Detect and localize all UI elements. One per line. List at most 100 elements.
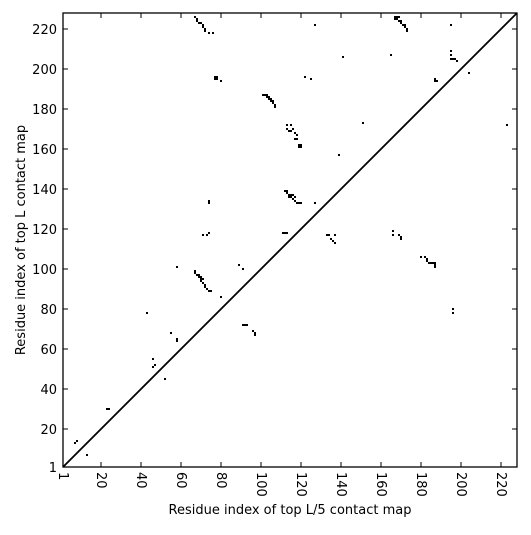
contact-point — [294, 200, 296, 202]
contact-point — [290, 130, 292, 132]
contact-point — [292, 128, 294, 130]
contact-point — [434, 264, 436, 266]
contact-point — [106, 408, 108, 410]
contact-point — [294, 138, 296, 140]
contact-point — [400, 22, 402, 24]
x-axis-label: Residue index of top L/5 contact map — [169, 503, 412, 518]
contact-point — [200, 280, 202, 282]
contact-point — [404, 26, 406, 28]
contact-point — [86, 454, 88, 456]
contact-point — [108, 408, 110, 410]
y-tick-label: 80 — [40, 303, 57, 318]
y-tick-label: 120 — [32, 223, 57, 238]
contact-point — [254, 332, 256, 334]
contact-point — [396, 16, 398, 18]
contact-point — [262, 94, 264, 96]
x-tick-label: 40 — [133, 472, 148, 489]
contact-point — [310, 78, 312, 80]
contact-point — [434, 266, 436, 268]
contact-point — [196, 18, 198, 20]
contact-point — [436, 80, 438, 82]
y-axis-label: Residue index of top L contact map — [14, 125, 29, 355]
contact-point — [420, 256, 422, 258]
contact-point — [338, 154, 340, 156]
x-tick-label: 140 — [333, 472, 348, 497]
contact-point — [214, 76, 216, 78]
contact-point — [176, 266, 178, 268]
contact-point — [434, 262, 436, 264]
contact-point — [196, 20, 198, 22]
contact-point — [274, 104, 276, 106]
contact-point — [400, 236, 402, 238]
contact-point — [398, 16, 400, 18]
contact-point — [76, 440, 78, 442]
contact-point — [146, 312, 148, 314]
contact-point — [206, 234, 208, 236]
contact-point — [506, 124, 508, 126]
contact-point — [202, 24, 204, 26]
contact-point — [242, 324, 244, 326]
y-tick-label: 160 — [32, 143, 57, 158]
contact-point — [450, 54, 452, 56]
contact-point — [204, 28, 206, 30]
contact-point — [300, 202, 302, 204]
contact-point — [294, 132, 296, 134]
contact-point — [154, 364, 156, 366]
contact-point — [326, 234, 328, 236]
contact-point — [266, 96, 268, 98]
contact-point — [208, 200, 210, 202]
contact-point — [198, 274, 200, 276]
contact-point — [398, 234, 400, 236]
y-tick-label: 40 — [40, 383, 57, 398]
contact-point — [176, 340, 178, 342]
y-tick-label: 200 — [32, 63, 57, 78]
contact-point — [298, 202, 300, 204]
contact-point — [300, 146, 302, 148]
contact-point — [314, 202, 316, 204]
contact-point — [394, 18, 396, 20]
contact-point — [204, 286, 206, 288]
contact-point — [200, 22, 202, 24]
contact-point — [152, 358, 154, 360]
x-tick-label: 100 — [253, 472, 268, 497]
contact-point — [400, 238, 402, 240]
contact-point — [426, 258, 428, 260]
plot-frame — [62, 12, 518, 468]
contact-point — [362, 122, 364, 124]
contact-point — [220, 296, 222, 298]
contact-point — [452, 58, 454, 60]
contact-point — [152, 366, 154, 368]
contact-point — [268, 98, 270, 100]
contact-point — [238, 264, 240, 266]
contact-point — [334, 242, 336, 244]
contact-point — [290, 196, 292, 198]
contact-point — [400, 20, 402, 22]
contact-point — [272, 100, 274, 102]
contact-point — [296, 202, 298, 204]
contact-point — [288, 196, 290, 198]
contact-point — [212, 32, 214, 34]
contact-point — [468, 72, 470, 74]
contact-point — [456, 60, 458, 62]
contact-point — [214, 78, 216, 80]
contact-point — [244, 324, 246, 326]
contact-point — [194, 270, 196, 272]
contact-point — [286, 124, 288, 126]
contact-point — [342, 56, 344, 58]
contact-point — [202, 234, 204, 236]
x-tick-label: 20 — [93, 472, 108, 489]
contact-point — [254, 334, 256, 336]
contact-point — [252, 330, 254, 332]
contact-point — [202, 26, 204, 28]
y-tick-label: 20 — [40, 423, 57, 438]
x-tick-label: 180 — [413, 472, 428, 497]
contact-point — [450, 50, 452, 52]
contact-point — [268, 96, 270, 98]
contact-point — [452, 312, 454, 314]
contact-point — [288, 130, 290, 132]
contact-point — [406, 30, 408, 32]
contact-point — [426, 260, 428, 262]
contact-point — [284, 190, 286, 192]
contact-point — [210, 290, 212, 292]
x-tick-label: 200 — [453, 472, 468, 497]
